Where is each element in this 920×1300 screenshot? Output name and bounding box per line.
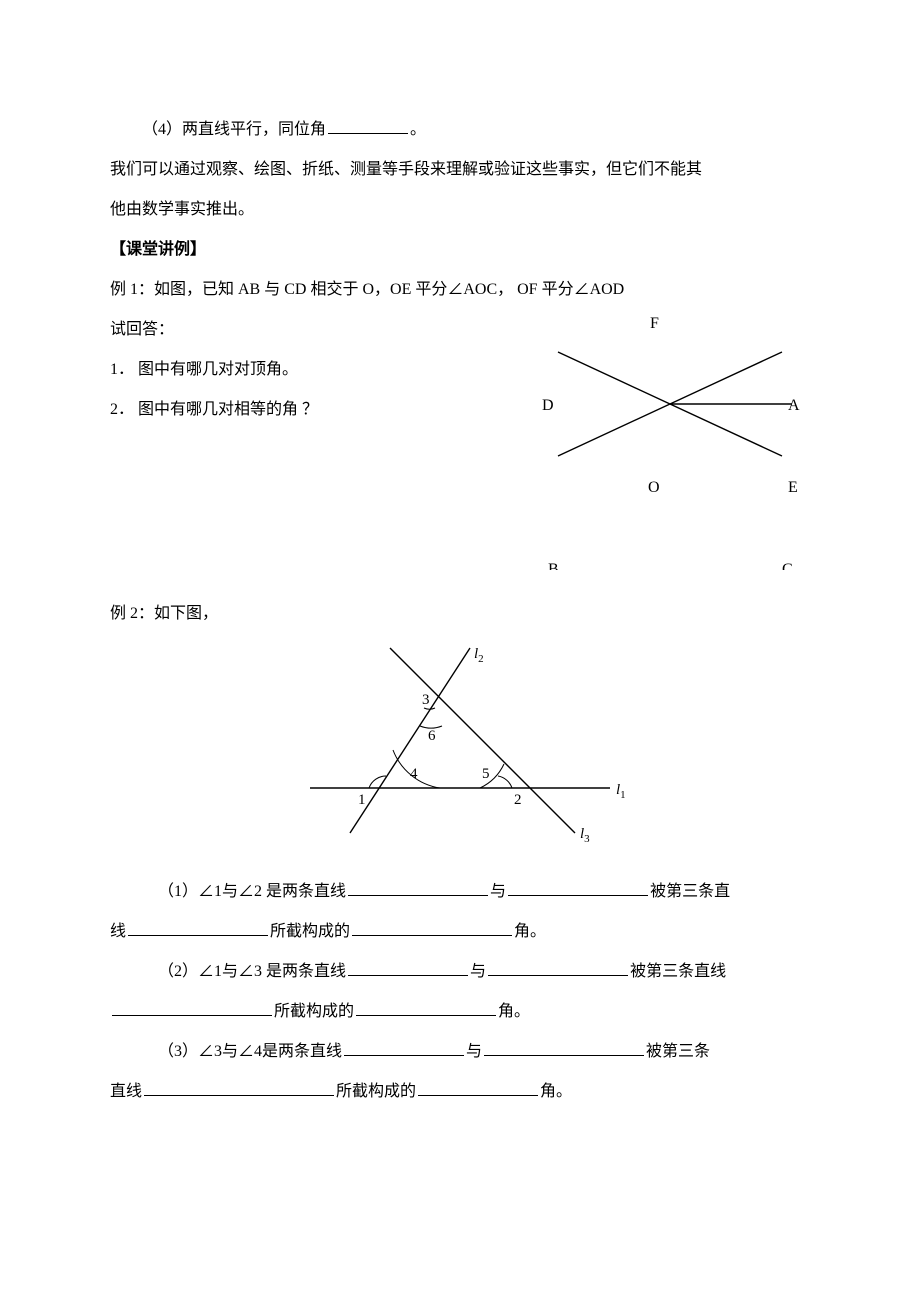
svg-text:A: A <box>788 397 800 414</box>
q3-text2: 直线 <box>110 1083 142 1100</box>
blank <box>112 999 272 1016</box>
blank <box>144 1079 334 1096</box>
item-4-text: （4）两直线平行，同位角 <box>142 121 326 138</box>
blank <box>348 959 468 976</box>
diagram-1-container: F D A O E B C <box>530 310 810 586</box>
question-3-line-2: 直线 所截构成的 角。 <box>110 1072 810 1112</box>
svg-text:l3: l3 <box>580 826 590 845</box>
svg-text:3: 3 <box>422 692 430 708</box>
q3-prefix: （3） <box>158 1043 198 1060</box>
q2-text1: 是两条直线 <box>262 963 346 980</box>
question-2-line-2: 所截构成的 角。 <box>110 992 810 1032</box>
q1-text2: 被第三条直 <box>650 883 730 900</box>
diagram-1: F D A O E B C <box>530 310 810 570</box>
q1-text5: 角。 <box>514 923 546 940</box>
blank <box>128 919 268 936</box>
svg-text:O: O <box>648 479 660 496</box>
svg-text:C: C <box>782 561 793 570</box>
q2-text3: 所截构成的 <box>274 1003 354 1020</box>
example-2-intro: 例 2：如下图， <box>110 594 810 634</box>
question-1-line-1: （1）∠1与∠2 是两条直线 与 被第三条直 <box>110 872 810 912</box>
question-1-line-2: 线 所截构成的 角。 <box>110 912 810 952</box>
q1-text4: 所截构成的 <box>270 923 350 940</box>
q2-prefix: （2） <box>158 963 198 980</box>
blank <box>508 879 648 896</box>
example-1-questions: 试回答： 1． 图中有哪几对对顶角。 2． 图中有哪几对相等的角 ？ <box>110 310 530 430</box>
question-2-line-1: （2）∠1与∠3 是两条直线 与 被第三条直线 <box>110 952 810 992</box>
example-1-q1: 1． 图中有哪几对对顶角。 <box>110 350 530 390</box>
svg-text:l2: l2 <box>474 646 484 665</box>
svg-text:2: 2 <box>514 792 522 808</box>
example-1-q2: 2． 图中有哪几对相等的角 ？ <box>110 390 530 430</box>
blank <box>484 1039 644 1056</box>
svg-text:E: E <box>788 479 798 496</box>
item-4-tail: 。 <box>410 121 426 138</box>
q2-text2: 被第三条直线 <box>630 963 726 980</box>
svg-text:F: F <box>650 315 659 332</box>
blank <box>328 117 408 134</box>
example-1-row: 试回答： 1． 图中有哪几对对顶角。 2． 图中有哪几对相等的角 ？ F D A O E… <box>110 310 810 586</box>
blank <box>418 1079 538 1096</box>
blank <box>356 999 496 1016</box>
blank <box>348 879 488 896</box>
q1-prefix: （1） <box>158 883 198 900</box>
q1-text3: 线 <box>110 923 126 940</box>
q3-text3: 所截构成的 <box>336 1083 416 1100</box>
svg-text:l1: l1 <box>616 782 626 801</box>
q1-text1: 是两条直线 <box>262 883 346 900</box>
blank <box>488 959 628 976</box>
svg-text:B: B <box>548 561 559 570</box>
q3-text4: 角。 <box>540 1083 572 1100</box>
item-4: （4）两直线平行，同位角 。 <box>110 110 810 150</box>
svg-text:4: 4 <box>410 766 418 782</box>
example-1-try: 试回答： <box>110 310 530 350</box>
q1-angles: ∠1与∠2 <box>198 883 262 900</box>
q2-text4: 角。 <box>498 1003 530 1020</box>
svg-text:D: D <box>542 397 554 414</box>
q3-and: 与 <box>466 1043 482 1060</box>
blank <box>344 1039 464 1056</box>
diagram-2-container: 1 2 3 4 5 6 l1 l2 l3 <box>110 638 810 864</box>
q3-text1: 被第三条 <box>646 1043 710 1060</box>
svg-text:1: 1 <box>358 792 366 808</box>
example-1-intro: 例 1：如图，已知 AB 与 CD 相交于 O，OE 平分∠AOC， OF 平分… <box>110 270 810 310</box>
q1-and: 与 <box>490 883 506 900</box>
svg-text:5: 5 <box>482 766 490 782</box>
q2-angles: ∠1与∠3 <box>198 963 262 980</box>
paragraph-note-a: 我们可以通过观察、绘图、折纸、测量等手段来理解或验证这些事实，但它们不能其 <box>110 150 810 190</box>
blank <box>352 919 512 936</box>
question-3-line-1: （3）∠3与∠4是两条直线 与 被第三条 <box>110 1032 810 1072</box>
paragraph-note-b: 他由数学事实推出。 <box>110 190 810 230</box>
q2-and: 与 <box>470 963 486 980</box>
svg-text:6: 6 <box>428 728 436 744</box>
diagram-2: 1 2 3 4 5 6 l1 l2 l3 <box>280 638 640 848</box>
section-header: 【课堂讲例】 <box>110 230 810 270</box>
q3-angles: ∠3与∠4是两条直线 <box>198 1043 342 1060</box>
